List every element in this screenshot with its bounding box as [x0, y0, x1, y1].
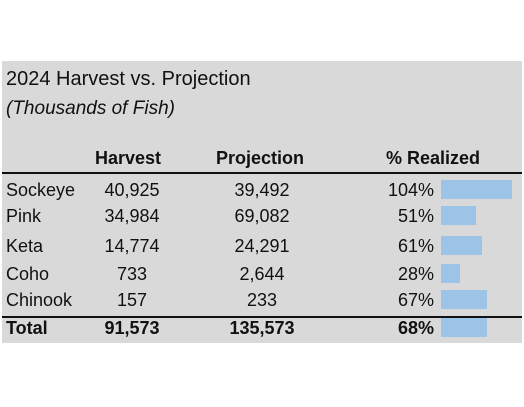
- table-row-harvest-value: 157: [116, 290, 148, 310]
- table-row-realized-bar: [441, 206, 476, 225]
- table-panel: 2024 Harvest vs. Projection (Thousands o…: [2, 61, 522, 343]
- table-subtitle: (Thousands of Fish): [6, 98, 175, 119]
- total-row-projection-value: 135,573: [229, 318, 295, 338]
- table-row-projection-value: 233: [246, 290, 278, 310]
- table-row-realized-value: 104%: [387, 180, 434, 200]
- table-row-species-label: Coho: [6, 264, 50, 284]
- total-row-harvest-value: 91,573: [104, 318, 160, 338]
- total-row-realized-value: 68%: [397, 318, 434, 338]
- table-row-realized-value: 67%: [397, 290, 434, 310]
- table-row-harvest-value: 34,984: [104, 206, 160, 226]
- table-row-projection-value: 39,492: [234, 180, 290, 200]
- table-row-realized-bar: [441, 236, 482, 255]
- total-row-species-label: Total: [6, 318, 48, 338]
- table-row-realized-bar: [441, 290, 487, 309]
- table-row-realized-value: 61%: [397, 236, 434, 256]
- header-divider: [2, 172, 522, 174]
- table-row-projection-value: 2,644: [239, 264, 285, 284]
- table-row-species-label: Chinook: [6, 290, 73, 310]
- table-row-species-label: Pink: [6, 206, 42, 226]
- table-row-harvest-value: 40,925: [104, 180, 160, 200]
- table-row-projection-value: 69,082: [234, 206, 290, 226]
- table-row-realized-value: 28%: [397, 264, 434, 284]
- table-row-harvest-value: 733: [116, 264, 148, 284]
- total-row-realized-bar: [441, 318, 487, 337]
- column-header-harvest: Harvest: [95, 148, 162, 168]
- table-row-realized-value: 51%: [397, 206, 434, 226]
- total-divider: [2, 316, 522, 318]
- table-title: 2024 Harvest vs. Projection: [6, 68, 251, 90]
- column-header-realized: % Realized: [386, 148, 481, 168]
- table-row-projection-value: 24,291: [234, 236, 290, 256]
- table-row-species-label: Sockeye: [6, 180, 76, 200]
- table-row-realized-bar: [441, 180, 512, 199]
- column-header-projection: Projection: [216, 148, 305, 168]
- table-row-species-label: Keta: [6, 236, 44, 256]
- table-row-realized-bar: [441, 264, 460, 283]
- table-row-harvest-value: 14,774: [104, 236, 160, 256]
